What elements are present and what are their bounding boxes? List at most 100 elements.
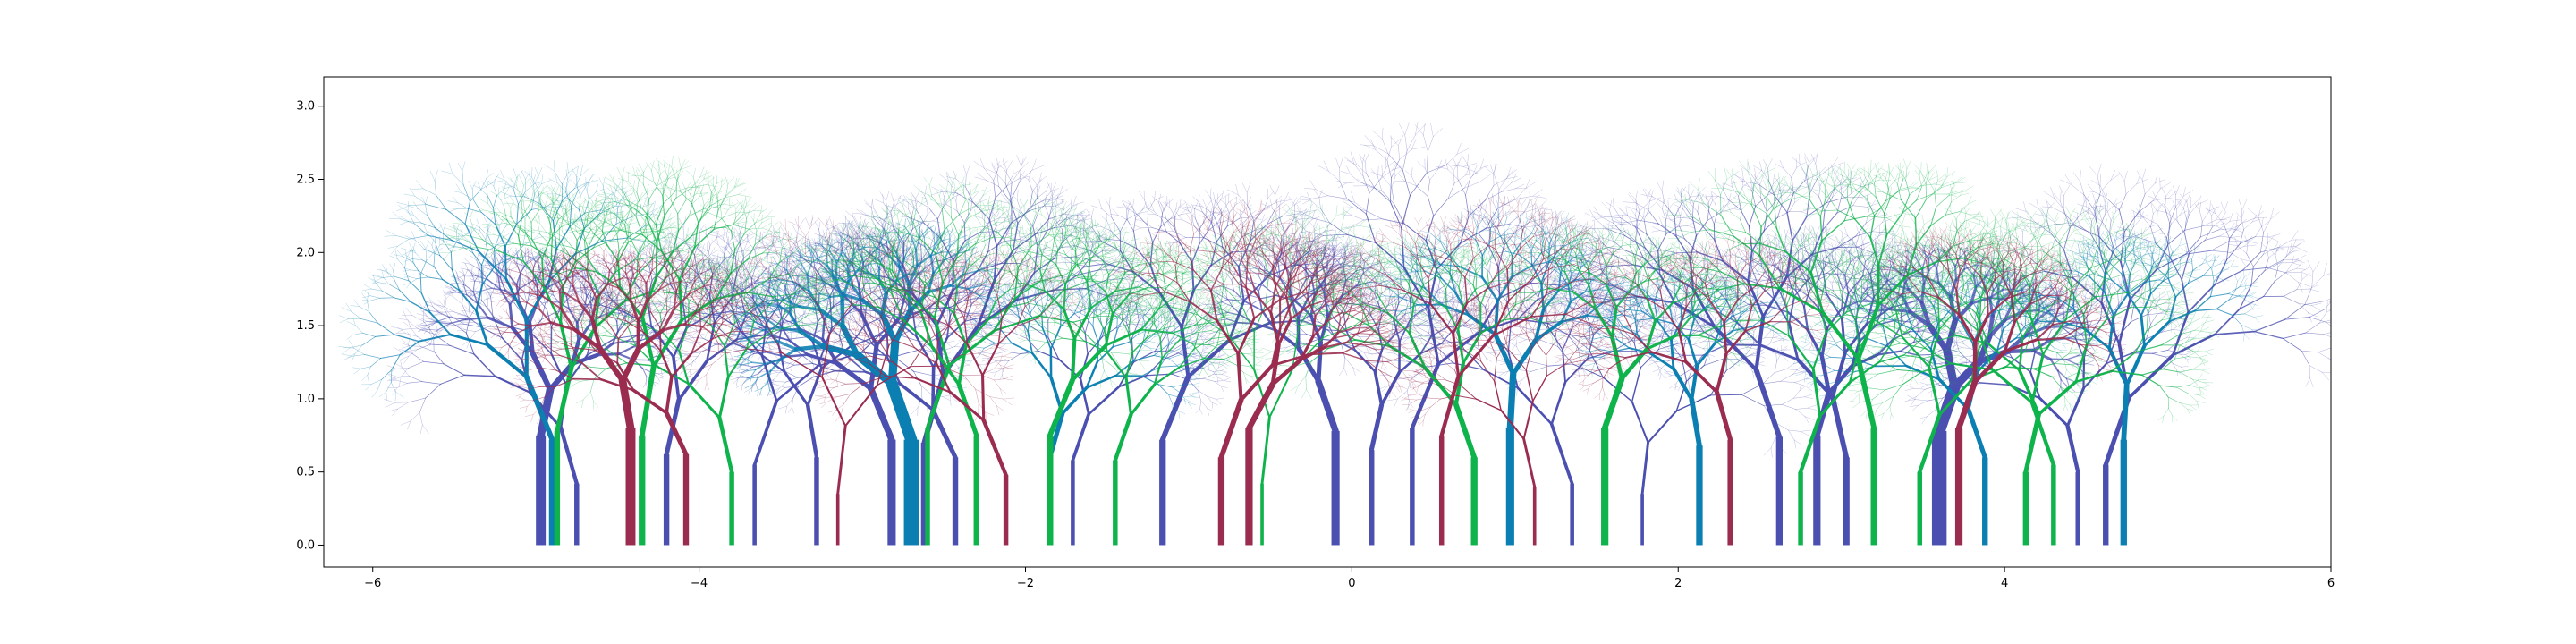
tree-branch [533,251,541,257]
tree-branch [467,269,476,276]
tree-branch [514,249,518,256]
tree-branch [585,284,589,290]
tree-branch [421,326,429,331]
tree-branch [466,269,472,275]
tree-branch [583,296,588,310]
tree-trunk [1071,460,1075,546]
tree-branch [418,329,428,332]
tree-branch [491,269,501,278]
tree-branch [484,251,487,259]
tree-branch [423,326,429,335]
tree-branch [557,248,564,255]
tree-branch [497,263,500,275]
tree-branch [471,273,476,283]
tree-branch [464,258,471,265]
tree-branch [516,262,525,267]
tree-branch [583,286,588,298]
tree-branch [527,321,535,356]
tree-branch [429,300,434,307]
tree-branch [580,266,586,272]
tree-branch [465,275,476,276]
tree-branch [518,280,533,290]
tree-branch [494,250,500,256]
tree-branch [546,264,552,270]
tree-branch [499,288,512,306]
tree-branch [458,275,466,278]
tree-branch [528,251,533,258]
tree-branch [459,271,466,275]
tree-branch [474,274,479,283]
tree-branch [472,290,482,292]
tree-trunk [536,435,547,546]
tree-branch [524,247,529,254]
tree-branch [419,321,428,325]
tree-branch [472,281,476,292]
tree-branch [428,320,437,328]
tree-branch [438,311,450,318]
tree-branch [496,274,501,291]
tree-branch [479,271,482,277]
tree-branch [432,329,438,339]
tree-branch [490,252,496,257]
tree-branch [460,267,469,270]
tree-branch [462,278,466,286]
tree-branch [509,253,513,260]
tree-trunk [1159,439,1166,546]
tree-branch [444,292,450,296]
tree-branch [537,261,542,274]
tree-branch [568,308,579,324]
tree-branch [530,351,554,393]
tree-branch [477,273,482,277]
tree-branch [448,317,467,320]
tree-branch [490,254,494,261]
tree-trunk [814,457,819,546]
tree-branch [462,269,465,277]
tree-branch [551,283,553,290]
tree-branch [483,282,493,289]
tree-branch [470,255,478,261]
tree-branch [539,247,541,255]
tree-branch [551,288,555,296]
tree-branch [426,328,438,331]
tree-branch [508,303,514,329]
tree-branch [575,273,577,281]
tree-branch [498,256,504,265]
tree-branch [520,259,525,267]
tree-branch [487,278,501,291]
tree-branch [584,272,587,279]
tree-branch [457,278,464,285]
tree-branch [575,276,583,281]
tree-branch [547,284,552,290]
tree-branch [515,247,518,255]
tree-branch [428,321,438,326]
tree-branch [512,250,518,256]
tree-branch [436,317,450,322]
tree-branch [472,291,479,304]
tree-branch [418,326,428,330]
tree-branch [530,248,533,255]
tree-branch [457,275,462,280]
tree-branch [534,253,540,259]
tree-branch [503,259,511,267]
tree-branch [545,247,548,255]
tree-branch [537,271,542,286]
tree-branch [449,292,458,294]
tree-branch [527,251,530,258]
tree-branch [443,292,450,294]
tree-branch [445,285,452,288]
tree-trunk [752,464,757,546]
tree-branch [510,326,535,356]
tree-branch [464,270,468,277]
tree-trunk [663,454,670,546]
tree-branch [497,249,500,256]
tree-branch [505,248,512,255]
tree-branch [515,270,522,285]
tree-branch [482,264,490,267]
tree-branch [512,258,518,264]
tree-branch [463,275,466,285]
tree-branch [577,273,580,280]
tree-branch [476,302,489,319]
tree-trunk [887,439,896,546]
tree-branch [586,294,591,304]
